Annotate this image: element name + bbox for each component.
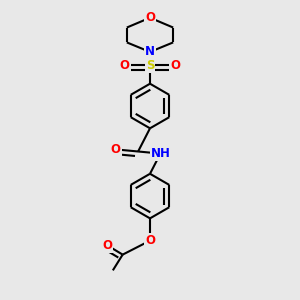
Text: O: O [120, 59, 130, 72]
Text: O: O [145, 234, 155, 247]
Text: O: O [111, 143, 121, 156]
Text: N: N [145, 45, 155, 58]
Text: S: S [146, 59, 154, 72]
Text: NH: NH [151, 147, 170, 160]
Text: O: O [145, 11, 155, 24]
Text: O: O [102, 238, 112, 252]
Text: O: O [170, 59, 180, 72]
